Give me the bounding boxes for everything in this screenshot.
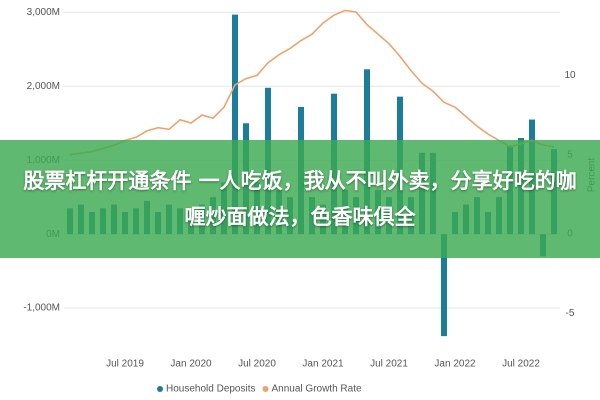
bar [441,234,447,337]
legend-marker [157,386,163,392]
line [69,9,555,156]
bar [232,14,238,235]
y2-tick-label: -5 [566,308,575,319]
y2-tick-label: 10 [564,70,576,81]
x-tick-label: Jan 2021 [302,359,344,370]
x-tick-label: Jul 2019 [106,359,144,370]
legend-label: Household Deposits [166,384,256,395]
banner-text: 股票杠杆开通条件 一人吃饭，我从不叫外卖，分享好吃的咖喱炒面做法，色香味俱全 [23,169,577,229]
x-tick-label: Jan 2020 [170,359,212,370]
y-tick-label: 2,000M [27,81,60,92]
y-tick-label: -1,000M [23,303,60,314]
x-tick-label: Jul 2020 [238,359,276,370]
y-tick-label: 3,000M [27,7,60,18]
x-tick-label: Jul 2021 [370,359,408,370]
legend-marker [262,386,269,392]
legend-label: Annual Growth Rate [272,384,362,395]
x-tick-label: Jul 2022 [502,359,540,370]
x-tick-label: Jan 2022 [434,359,476,370]
overlay-banner: 股票杠杆开通条件 一人吃饭，我从不叫外卖，分享好吃的咖喱炒面做法，色香味俱全 [0,140,600,258]
